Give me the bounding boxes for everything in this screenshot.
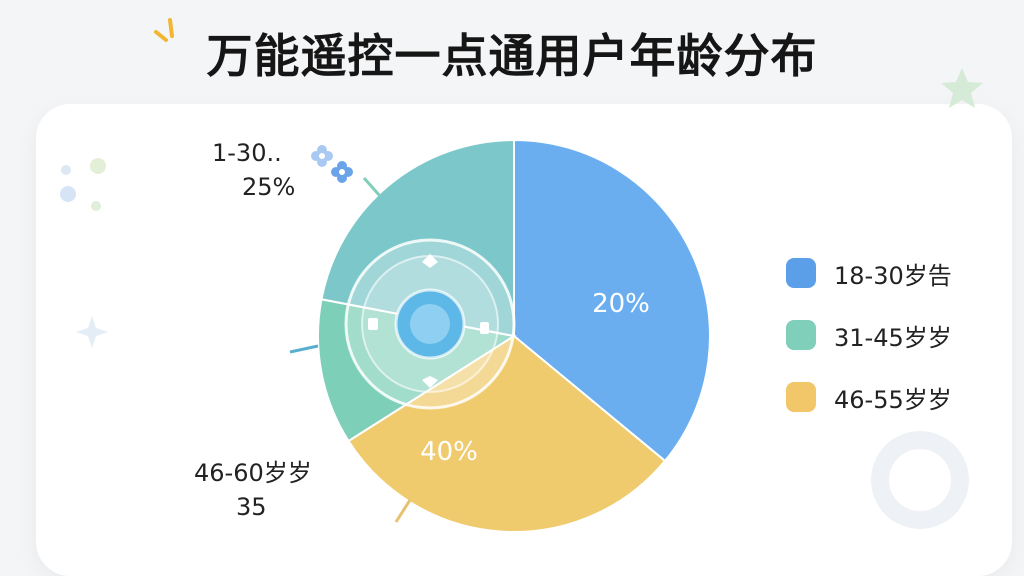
legend-label: 46-55岁岁	[834, 385, 952, 414]
slice-label-blue: 20%	[592, 289, 650, 319]
star-icon	[941, 68, 983, 108]
dots-decoration	[60, 158, 106, 211]
legend-label: 31-45岁岁	[834, 323, 952, 352]
legend: 18-30岁告 31-45岁岁 46-55岁岁	[786, 242, 1006, 428]
callout-top-line2: 25%	[242, 173, 296, 201]
chart-title: 万能遥控一点通用户年龄分布	[206, 29, 818, 83]
pie-slice-1	[347, 334, 667, 533]
callout-bottom-line2: 35	[236, 493, 267, 521]
legend-swatch-yellow	[786, 382, 816, 412]
callout-bottom: 46-60岁岁 35	[194, 456, 312, 524]
callout-line-left	[289, 344, 319, 354]
legend-item: 31-45岁岁	[786, 304, 1006, 366]
pie-slice-3	[320, 138, 515, 338]
pie-slice-2	[317, 298, 517, 443]
pie-slice-0	[513, 138, 711, 463]
sparkle-icon	[154, 18, 174, 42]
callout-top: 1-30.. 25%	[212, 136, 295, 204]
remote-dpad-icon	[344, 238, 516, 410]
legend-item: 46-55岁岁	[786, 366, 1006, 428]
legend-label: 18-30岁告	[834, 261, 952, 290]
legend-swatch-blue	[786, 258, 816, 288]
slice-label-yellow: 40%	[420, 437, 478, 467]
callout-top-line1: 1-30..	[212, 139, 282, 167]
callout-line-top	[362, 177, 382, 197]
legend-item: 18-30岁告	[786, 242, 1006, 304]
callout-bottom-line1: 46-60岁岁	[194, 459, 312, 487]
flower-icon	[311, 145, 353, 183]
legend-swatch-teal	[786, 320, 816, 350]
callout-line-bottom	[394, 499, 412, 523]
small-star-icon	[76, 316, 108, 348]
ring-decoration	[871, 431, 969, 529]
